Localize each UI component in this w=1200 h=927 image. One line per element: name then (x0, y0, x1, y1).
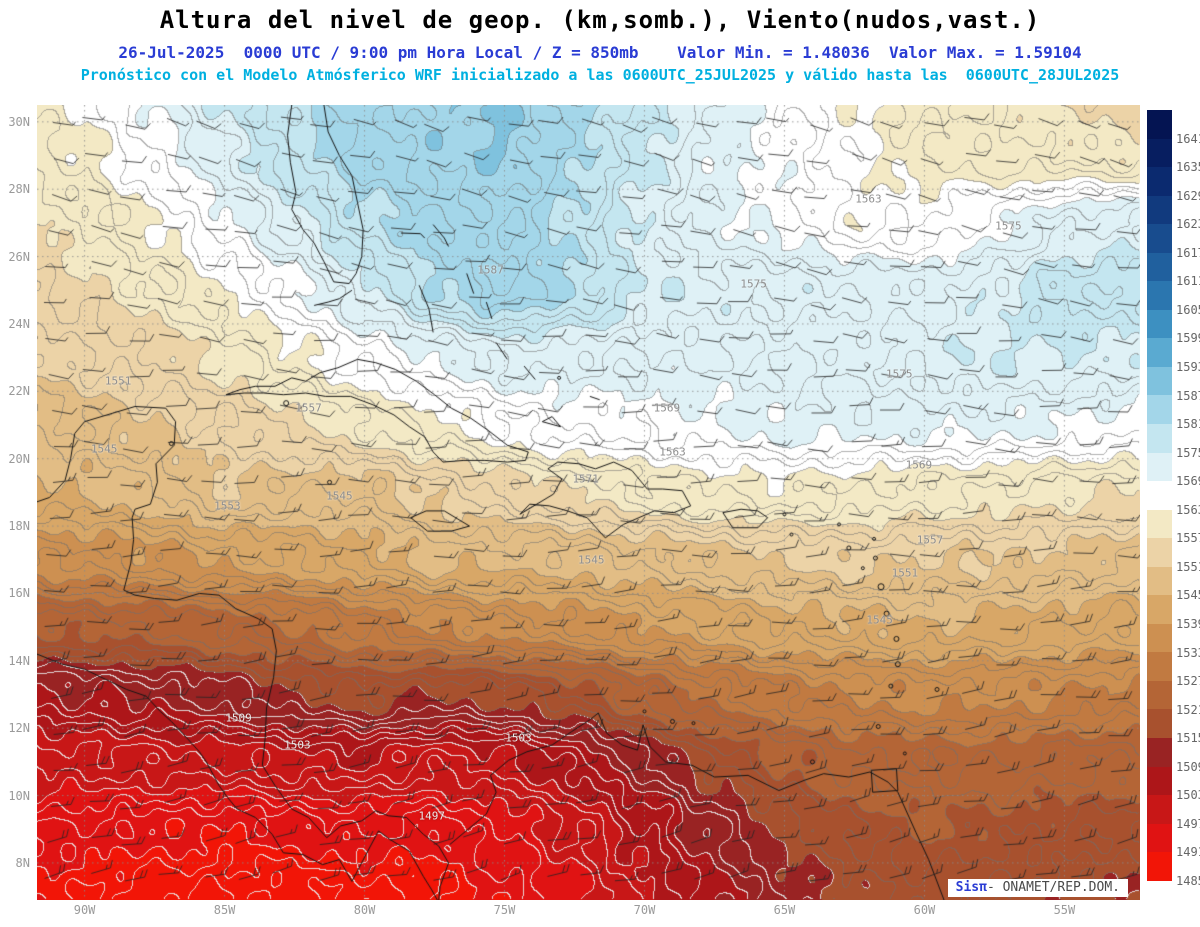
colorbar-tick-label: 1503 (1176, 788, 1200, 803)
colorbar-tick-label: 1539 (1176, 617, 1200, 631)
colorbar-segment (1147, 738, 1172, 767)
colorbar-tick-label: 1557 (1176, 531, 1200, 546)
colorbar-segment (1147, 452, 1172, 482)
lat-tick-label: 18N (8, 519, 30, 534)
lat-tick-label: 12N (8, 721, 30, 736)
lat-tick-label: 26N (8, 249, 30, 264)
colorbar-tick-label: 1635 (1176, 160, 1200, 175)
lon-tick-label: 60W (913, 903, 936, 917)
colorbar-segment (1147, 766, 1172, 796)
colorbar-tick-label: 1545 (1176, 588, 1200, 603)
colorbar-tick-label: 1485 (1176, 874, 1200, 888)
colorbar-tick-label: 1617 (1176, 245, 1200, 260)
colorbar-segment (1147, 566, 1172, 596)
colorbar-segment (1147, 281, 1172, 310)
colorbar-tick-label: 1515 (1176, 731, 1200, 746)
colorbar-segment (1147, 167, 1172, 196)
colorbar-tick-label: 1497 (1176, 816, 1200, 831)
lat-tick-label: 28N (8, 182, 30, 197)
colorbar-segment (1147, 538, 1172, 567)
colorbar-tick-label: 1563 (1176, 502, 1200, 517)
colorbar-tick-label: 1587 (1176, 388, 1200, 403)
colorbar-segment (1147, 338, 1172, 367)
colorbar-segment (1147, 309, 1172, 339)
colorbar-segment (1147, 709, 1172, 739)
lon-tick-label: 90W (73, 903, 96, 917)
map-area: 1551 1557 1545 1545 1587 1575 1563 1575 1575 1569… (37, 105, 1140, 900)
lat-tick-label: 8N (15, 855, 30, 870)
colorbar-tick-label: 1593 (1176, 360, 1200, 374)
colorbar-segment (1147, 595, 1172, 624)
chart-subtitle-valid-time: 26-Jul-2025 0000 UTC / 9:00 pm Hora Loca… (118, 43, 1082, 62)
lon-tick-label: 70W (633, 903, 656, 917)
colorbar-tick-label: 1575 (1176, 445, 1200, 460)
colorbar-tick-label: 1599 (1176, 331, 1200, 346)
colorbar-segment (1147, 110, 1172, 139)
colorbar-segment (1147, 509, 1172, 539)
watermark: Sisπ- ONAMET/REP.DOM. (947, 879, 1128, 897)
chart-title: Altura del nivel de geop. (km,somb.), Vi… (159, 6, 1041, 34)
lat-tick-label: 10N (8, 788, 30, 803)
lon-tick-label: 75W (493, 903, 516, 917)
colorbar-segment (1147, 366, 1172, 396)
lon-tick-label: 85W (213, 903, 236, 917)
colorbar-segment (1147, 252, 1172, 282)
lat-tick-label: 22N (8, 384, 30, 399)
colorbar-tick-label: 1533 (1176, 645, 1200, 660)
colorbar-tick-label: 1569 (1176, 474, 1200, 489)
colorbar-segment (1147, 823, 1172, 853)
colorbar-tick-label: 1527 (1176, 674, 1200, 689)
lat-tick-label: 30N (8, 114, 30, 129)
chart-subtitle-model-info: Pronóstico con el Modelo Atmósferico WRF… (80, 66, 1120, 84)
colorbar-tick-label: 1623 (1176, 217, 1200, 232)
colorbar-tick-label: 1605 (1176, 302, 1200, 317)
lat-tick-label: 14N (8, 653, 30, 668)
colorbar-segment (1147, 481, 1172, 510)
colorbar-segment (1147, 623, 1172, 653)
lon-tick-label: 55W (1053, 903, 1076, 917)
map-canvas (37, 105, 1140, 900)
colorbar-segment (1147, 852, 1172, 881)
watermark-brand: Sisπ (955, 880, 987, 895)
colorbar (1147, 110, 1172, 881)
colorbar-segment (1147, 424, 1172, 453)
colorbar-tick-label: 1509 (1176, 759, 1200, 774)
watermark-suffix: - ONAMET/REP.DOM. (986, 880, 1120, 895)
lat-tick-label: 20N (8, 451, 30, 466)
colorbar-tick-label: 1551 (1176, 559, 1200, 574)
colorbar-segment (1147, 224, 1172, 253)
colorbar-segment (1147, 795, 1172, 824)
colorbar-segment (1147, 195, 1172, 225)
colorbar-segment (1147, 138, 1172, 168)
latitude-axis: 30N 28N 26N 24N 22N 20N 18N 16N 14N 12N 10N 8N (0, 105, 33, 900)
colorbar-segment (1147, 652, 1172, 681)
longitude-axis: 90W 85W 80W 75W 70W 65W 60W 55W (37, 903, 1140, 923)
lat-tick-label: 24N (8, 316, 30, 331)
colorbar-tick-label: 1629 (1176, 188, 1200, 203)
lat-tick-label: 16N (8, 586, 30, 601)
colorbar-segment (1147, 680, 1172, 710)
lon-tick-label: 65W (773, 903, 796, 917)
lon-tick-label: 80W (353, 903, 376, 917)
colorbar-segment (1147, 395, 1172, 425)
